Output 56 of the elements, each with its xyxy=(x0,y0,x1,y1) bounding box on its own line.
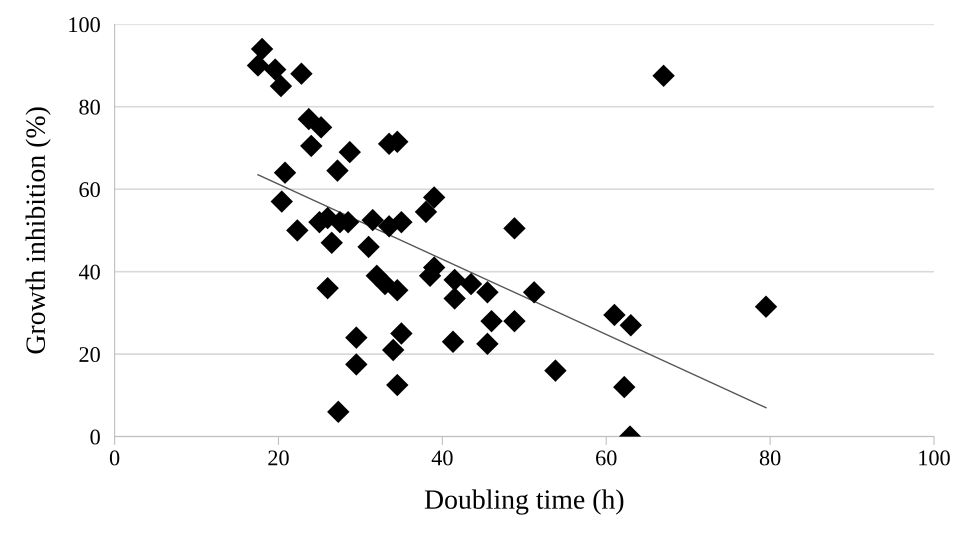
y-tick-label: 100 xyxy=(69,17,100,32)
point xyxy=(345,353,368,376)
point xyxy=(652,64,675,87)
point xyxy=(480,310,503,332)
x-tick-label: 60 xyxy=(596,450,616,466)
point xyxy=(286,219,309,242)
point xyxy=(620,314,642,336)
point xyxy=(754,296,778,318)
point xyxy=(362,208,384,232)
x-tick-label: 20 xyxy=(268,450,289,466)
point xyxy=(270,74,292,98)
y-tick-label: 20 xyxy=(79,347,100,362)
point xyxy=(414,200,438,224)
y-axis-title: Growth inhibition (%) xyxy=(26,107,51,354)
point xyxy=(345,326,368,349)
point xyxy=(522,281,546,304)
point xyxy=(443,268,466,292)
point xyxy=(390,322,413,345)
point xyxy=(310,116,332,139)
point xyxy=(476,332,499,356)
y-tick-label: 0 xyxy=(90,430,100,445)
x-tick-label: 80 xyxy=(760,450,780,466)
point xyxy=(298,108,320,130)
point xyxy=(327,400,350,424)
point xyxy=(250,38,274,60)
point xyxy=(476,281,499,304)
point xyxy=(460,272,482,296)
point xyxy=(246,54,270,77)
point xyxy=(274,162,296,184)
point xyxy=(443,287,466,310)
point xyxy=(603,304,626,326)
x-tick-label: 100 xyxy=(919,450,950,466)
point xyxy=(300,134,322,158)
x-tick-label: 40 xyxy=(432,450,453,466)
point xyxy=(503,310,526,332)
y-tick-label: 80 xyxy=(79,100,100,115)
point xyxy=(503,217,526,240)
y-tick-label: 40 xyxy=(78,264,100,280)
point xyxy=(316,276,339,300)
point xyxy=(264,58,286,81)
x-axis-title: Doubling time (h) xyxy=(424,489,624,515)
point xyxy=(386,374,408,396)
point xyxy=(326,159,349,182)
x-tick-label: 0 xyxy=(110,450,120,466)
point xyxy=(270,190,293,213)
y-tick-label: 60 xyxy=(79,182,100,198)
point xyxy=(386,279,408,302)
point xyxy=(613,376,636,398)
point xyxy=(382,338,404,362)
point xyxy=(290,62,313,85)
point xyxy=(338,140,361,164)
point xyxy=(544,359,567,382)
point xyxy=(357,236,380,258)
point xyxy=(442,330,464,353)
point xyxy=(422,186,446,209)
point xyxy=(320,232,343,254)
